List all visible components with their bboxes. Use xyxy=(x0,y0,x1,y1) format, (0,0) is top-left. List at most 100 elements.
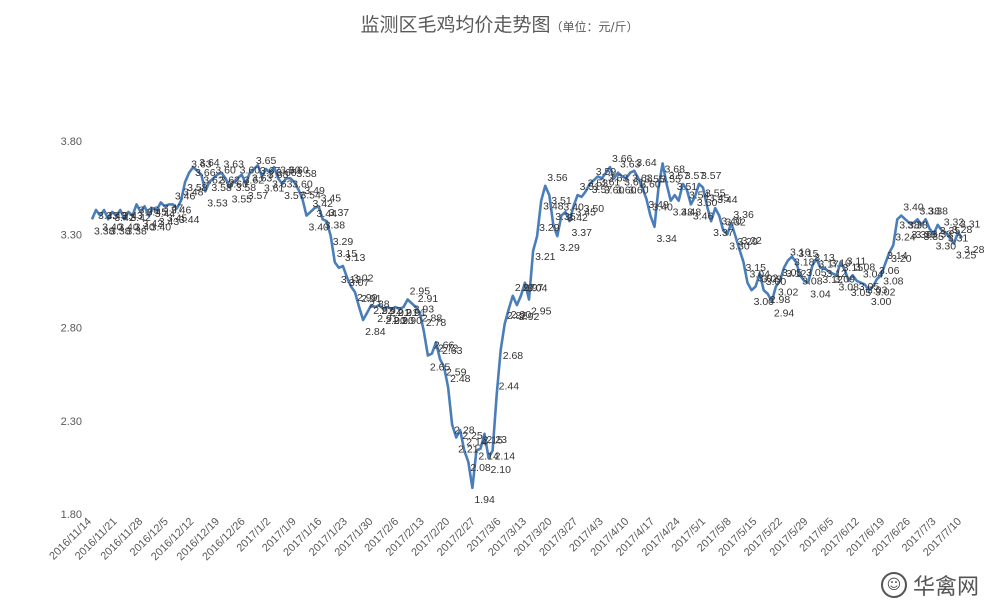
data-label: 3.42 xyxy=(567,212,588,224)
data-label: 2.84 xyxy=(365,326,386,338)
data-label: 3.57 xyxy=(284,190,305,202)
data-label: 2.93 xyxy=(414,303,435,315)
y-axis-ticks: 1.80 2.30 2.80 3.30 3.80 xyxy=(61,136,82,521)
data-label: 3.12 xyxy=(786,268,807,280)
data-label: 3.61 xyxy=(600,176,621,188)
data-label: 2.88 xyxy=(422,313,443,325)
data-label: 3.55 xyxy=(232,194,253,206)
data-label: 3.37 xyxy=(329,207,350,219)
data-label: 3.63 xyxy=(191,159,212,171)
data-label: 2.82 xyxy=(507,310,528,322)
data-label: 3.65 xyxy=(256,155,277,167)
data-label: 3.30 xyxy=(936,240,957,252)
data-label: 2.97 xyxy=(523,282,544,294)
data-label: 2.91 xyxy=(406,307,427,319)
data-label: 3.40 xyxy=(563,202,584,214)
data-label: 3.58 xyxy=(296,168,317,180)
data-label: 3.55 xyxy=(705,188,726,200)
data-label: 3.17 xyxy=(818,258,839,270)
data-label: 3.51 xyxy=(580,181,601,193)
data-label: 3.43 xyxy=(122,210,143,222)
data-label: 2.94 xyxy=(774,307,795,319)
data-label: 3.68 xyxy=(665,163,686,175)
data-label: 3.63 xyxy=(608,173,629,185)
data-label: 3.63 xyxy=(223,159,244,171)
data-label: 3.53 xyxy=(207,197,228,209)
data-label: 3.40 xyxy=(308,222,329,234)
data-label: 3.40 xyxy=(134,222,155,234)
data-label: 2.99 xyxy=(357,292,378,304)
data-label: 3.45 xyxy=(709,192,730,204)
data-label: 3.63 xyxy=(632,173,653,185)
data-label: 3.66 xyxy=(276,167,297,179)
data-label: 3.60 xyxy=(604,184,625,196)
data-label: 3.30 xyxy=(729,240,750,252)
data-label: 3.29 xyxy=(559,242,580,254)
data-label: 3.25 xyxy=(956,250,977,262)
data-label: 3.40 xyxy=(652,202,673,214)
data-label: 3.63 xyxy=(272,179,293,191)
data-label: 2.92 xyxy=(381,305,402,317)
data-label: 3.12 xyxy=(341,274,362,286)
data-label: 3.35 xyxy=(940,225,961,237)
y-tick-label: 3.30 xyxy=(61,229,82,241)
data-label: 3.44 xyxy=(717,194,738,206)
data-label: 3.37 xyxy=(571,227,592,239)
data-label: 3.05 xyxy=(851,287,872,299)
data-label: 3.49 xyxy=(648,199,669,211)
data-label: 3.44 xyxy=(179,214,200,226)
data-label: 3.31 xyxy=(960,218,981,230)
data-label: 3.65 xyxy=(268,169,289,181)
data-label: 3.42 xyxy=(114,212,135,224)
data-label: 3.48 xyxy=(183,187,204,199)
x-axis-ticks: 2016/11/142016/11/212016/11/282016/12/52… xyxy=(47,516,964,563)
data-label: 3.67 xyxy=(260,165,281,177)
data-label: 3.46 xyxy=(139,204,160,216)
data-label: 3.22 xyxy=(741,235,762,247)
data-label: 2.98 xyxy=(770,294,791,306)
data-label: 3.04 xyxy=(810,289,831,301)
data-label: 3.04 xyxy=(863,269,884,281)
data-label: 3.38 xyxy=(919,205,940,217)
data-label: 3.08 xyxy=(883,275,904,287)
data-label: 3.47 xyxy=(163,203,184,215)
data-label: 3.38 xyxy=(899,219,920,231)
y-tick-label: 2.30 xyxy=(61,416,82,428)
data-label: 2.91 xyxy=(377,313,398,325)
data-label: 3.61 xyxy=(624,176,645,188)
data-label: 3.40 xyxy=(118,222,139,234)
data-label: 2.48 xyxy=(450,373,471,385)
data-label: 2.90 xyxy=(402,315,423,327)
data-label: 3.38 xyxy=(928,205,949,217)
data-label: 3.14 xyxy=(887,250,908,262)
data-label: 3.15 xyxy=(745,262,766,274)
data-label: 3.11 xyxy=(847,256,867,268)
data-label: 3.63 xyxy=(252,173,273,185)
data-label: 3.04 xyxy=(750,269,771,281)
data-label: 3.08 xyxy=(802,275,823,287)
data-label: 2.90 xyxy=(385,315,406,327)
data-label: 2.95 xyxy=(531,306,552,318)
data-labels: 3.383.433.403.433.383.423.403.433.383.42… xyxy=(94,153,985,506)
data-label: 2.95 xyxy=(410,286,431,298)
data-label: 3.62 xyxy=(203,175,224,187)
chart-title-main: 监测区毛鸡均价走势图 xyxy=(360,14,551,36)
data-label: 1.94 xyxy=(474,494,495,506)
data-label: 2.14 xyxy=(495,451,516,463)
data-label: 3.24 xyxy=(895,231,916,243)
data-label: 3.58 xyxy=(211,182,232,194)
data-label: 3.02 xyxy=(758,272,779,284)
data-label: 3.38 xyxy=(110,225,131,237)
data-label: 3.36 xyxy=(911,229,932,241)
data-label: 3.02 xyxy=(353,272,374,284)
data-label: 3.00 xyxy=(754,296,775,308)
data-label: 3.32 xyxy=(725,217,746,229)
data-label: 3.48 xyxy=(543,201,564,213)
data-label: 2.92 xyxy=(519,311,540,323)
data-label: 3.35 xyxy=(924,231,945,243)
data-label: 3.45 xyxy=(147,206,168,218)
data-label: 2.88 xyxy=(369,299,390,311)
data-label: 2.65 xyxy=(430,361,451,373)
data-label: 3.31 xyxy=(948,232,969,244)
